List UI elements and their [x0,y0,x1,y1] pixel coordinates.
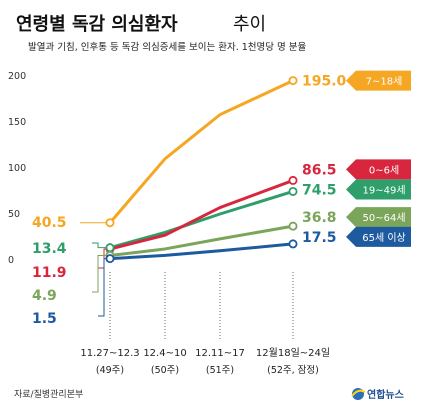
series-legend: 7~18세 0~6세 19~49세 50~64세 65세 이상 [346,70,411,247]
x-tick-sublabel: (49주) [96,365,124,376]
y-axis: 0 50 100 150 200 [8,71,26,266]
start-point-3 [105,243,115,253]
end-value-labels: 195.0 86.5 74.5 36.8 17.5 [302,74,347,246]
end-value-label: 86.5 [302,162,337,178]
x-tick-label: 11.27~12.3 [80,348,139,359]
data-points [105,76,298,264]
start-value-label: 13.4 [32,241,67,257]
y-tick-label: 100 [8,163,26,174]
y-tick-label: 50 [8,209,20,220]
legend-label: 7~18세 [366,76,403,88]
end-point-3 [288,186,298,196]
x-tick-label: 12.11~17 [195,348,245,359]
legend-item-5: 65세 이상 [346,226,411,247]
end-value-label: 195.0 [302,74,347,90]
series-line-3 [108,189,295,250]
start-value-label: 1.5 [32,311,57,327]
source-note: 자료/질병관리본부 [14,388,83,400]
x-tick-label: 12.4~10 [143,348,186,359]
legend-item-1: 7~18세 [346,70,411,91]
end-point-2 [288,175,298,185]
leader-line-3 [92,242,110,249]
end-point-4 [288,221,298,231]
series-line-2 [108,178,295,251]
start-point-5 [105,254,115,264]
yonhap-logo: 연합뉴스 [351,388,404,401]
legend-tag [346,179,411,200]
end-value-label: 36.8 [302,210,337,226]
legend-label: 19~49세 [362,184,405,196]
legend-tag [346,207,411,228]
series-line-4 [108,224,295,257]
leader-line-4 [92,254,110,293]
series-lines [108,79,295,261]
end-point-5 [288,239,298,249]
chart-title: 연령별 독감 의심환자 [16,13,178,35]
x-tick-sublabel: (50주) [151,365,179,376]
x-axis: 11.27~12.3 (49주) 12.4~10 (50주) 12.11~17 (51주)… [80,272,330,376]
y-tick-label: 0 [8,255,14,266]
start-value-label: 11.9 [32,265,67,281]
chart-title-suffix: 추이 [233,14,266,35]
chart-subtitle: 발열과 기침, 인후통 등 독감 의심증세를 보이는 환자. 1천명당 명 분율 [28,41,307,53]
y-tick-label: 150 [8,117,26,128]
end-value-label: 17.5 [302,230,337,246]
end-point-1 [288,76,298,86]
legend-tag [346,70,411,91]
start-value-label: 40.5 [32,215,67,231]
logo-swoosh-icon [351,389,366,397]
logo-text: 연합뉴스 [367,388,404,401]
x-tick-label: 12월18일~24일 [256,347,330,359]
y-tick-label: 200 [8,71,26,82]
leader-line-5 [98,258,110,317]
legend-item-4: 50~64세 [346,207,411,228]
start-point-1 [105,218,115,228]
legend-tag [346,159,411,180]
legend-item-3: 19~49세 [346,179,411,200]
legend-label: 65세 이상 [362,232,406,244]
start-value-labels: 40.5 11.9 13.4 4.9 1.5 [32,215,106,327]
series-line-5 [108,242,295,261]
legend-item-2: 0~6세 [346,159,411,180]
x-tick-sublabel: (51주) [206,365,234,376]
legend-label: 50~64세 [362,212,405,224]
legend-label: 0~6세 [369,164,399,176]
legend-tag [346,226,411,247]
start-value-label: 4.9 [32,288,57,304]
end-value-label: 74.5 [302,182,337,198]
series-line-1 [108,79,295,225]
x-tick-sublabel: (52주, 잠정) [267,365,319,376]
